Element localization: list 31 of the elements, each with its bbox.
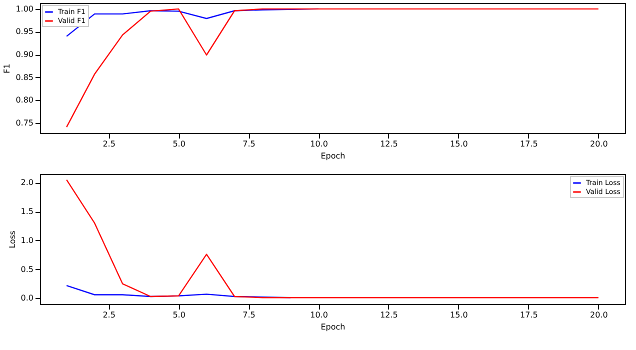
- y-tick-label: 1.5: [20, 207, 34, 216]
- y-tick-label: 0.5: [20, 264, 34, 274]
- y-tick-label: 0.75: [16, 118, 34, 128]
- x-tick-label: 17.5: [520, 140, 538, 148]
- x-tick-label: 10.0: [310, 140, 328, 148]
- x-axis-title: Epoch: [320, 322, 346, 332]
- y-axis-title: Loss: [8, 230, 17, 248]
- x-tick-label: 7.5: [242, 310, 256, 320]
- x-tick-label: 17.5: [520, 310, 538, 320]
- x-axis-title: Epoch: [320, 152, 346, 160]
- x-tick-label: 20.0: [590, 310, 608, 320]
- y-tick-label: 0.0: [20, 294, 34, 303]
- y-tick-label: 0.90: [16, 50, 34, 60]
- x-tick-label: 12.5: [380, 310, 398, 320]
- x-tick-label: 15.0: [450, 310, 468, 320]
- y-tick-label: 0.80: [16, 96, 34, 105]
- x-tick-label: 5.0: [172, 310, 186, 320]
- x-tick-label: 2.5: [102, 140, 116, 148]
- y-tick-label: 1.0: [20, 236, 34, 245]
- x-tick-label: 15.0: [450, 140, 468, 148]
- y-tick-label: 1.00: [16, 4, 34, 14]
- x-tick-label: 5.0: [172, 140, 186, 148]
- x-tick-label: 2.5: [102, 310, 116, 320]
- x-tick-label: 7.5: [242, 140, 256, 148]
- x-tick-label: 10.0: [310, 310, 328, 320]
- x-tick-label: 20.0: [590, 140, 608, 148]
- y-tick-label: 0.95: [16, 27, 34, 36]
- y-tick-label: 2.0: [20, 178, 34, 188]
- y-axis-title: F1: [2, 64, 12, 74]
- y-tick-label: 0.85: [16, 72, 34, 82]
- x-tick-label: 12.5: [380, 140, 398, 148]
